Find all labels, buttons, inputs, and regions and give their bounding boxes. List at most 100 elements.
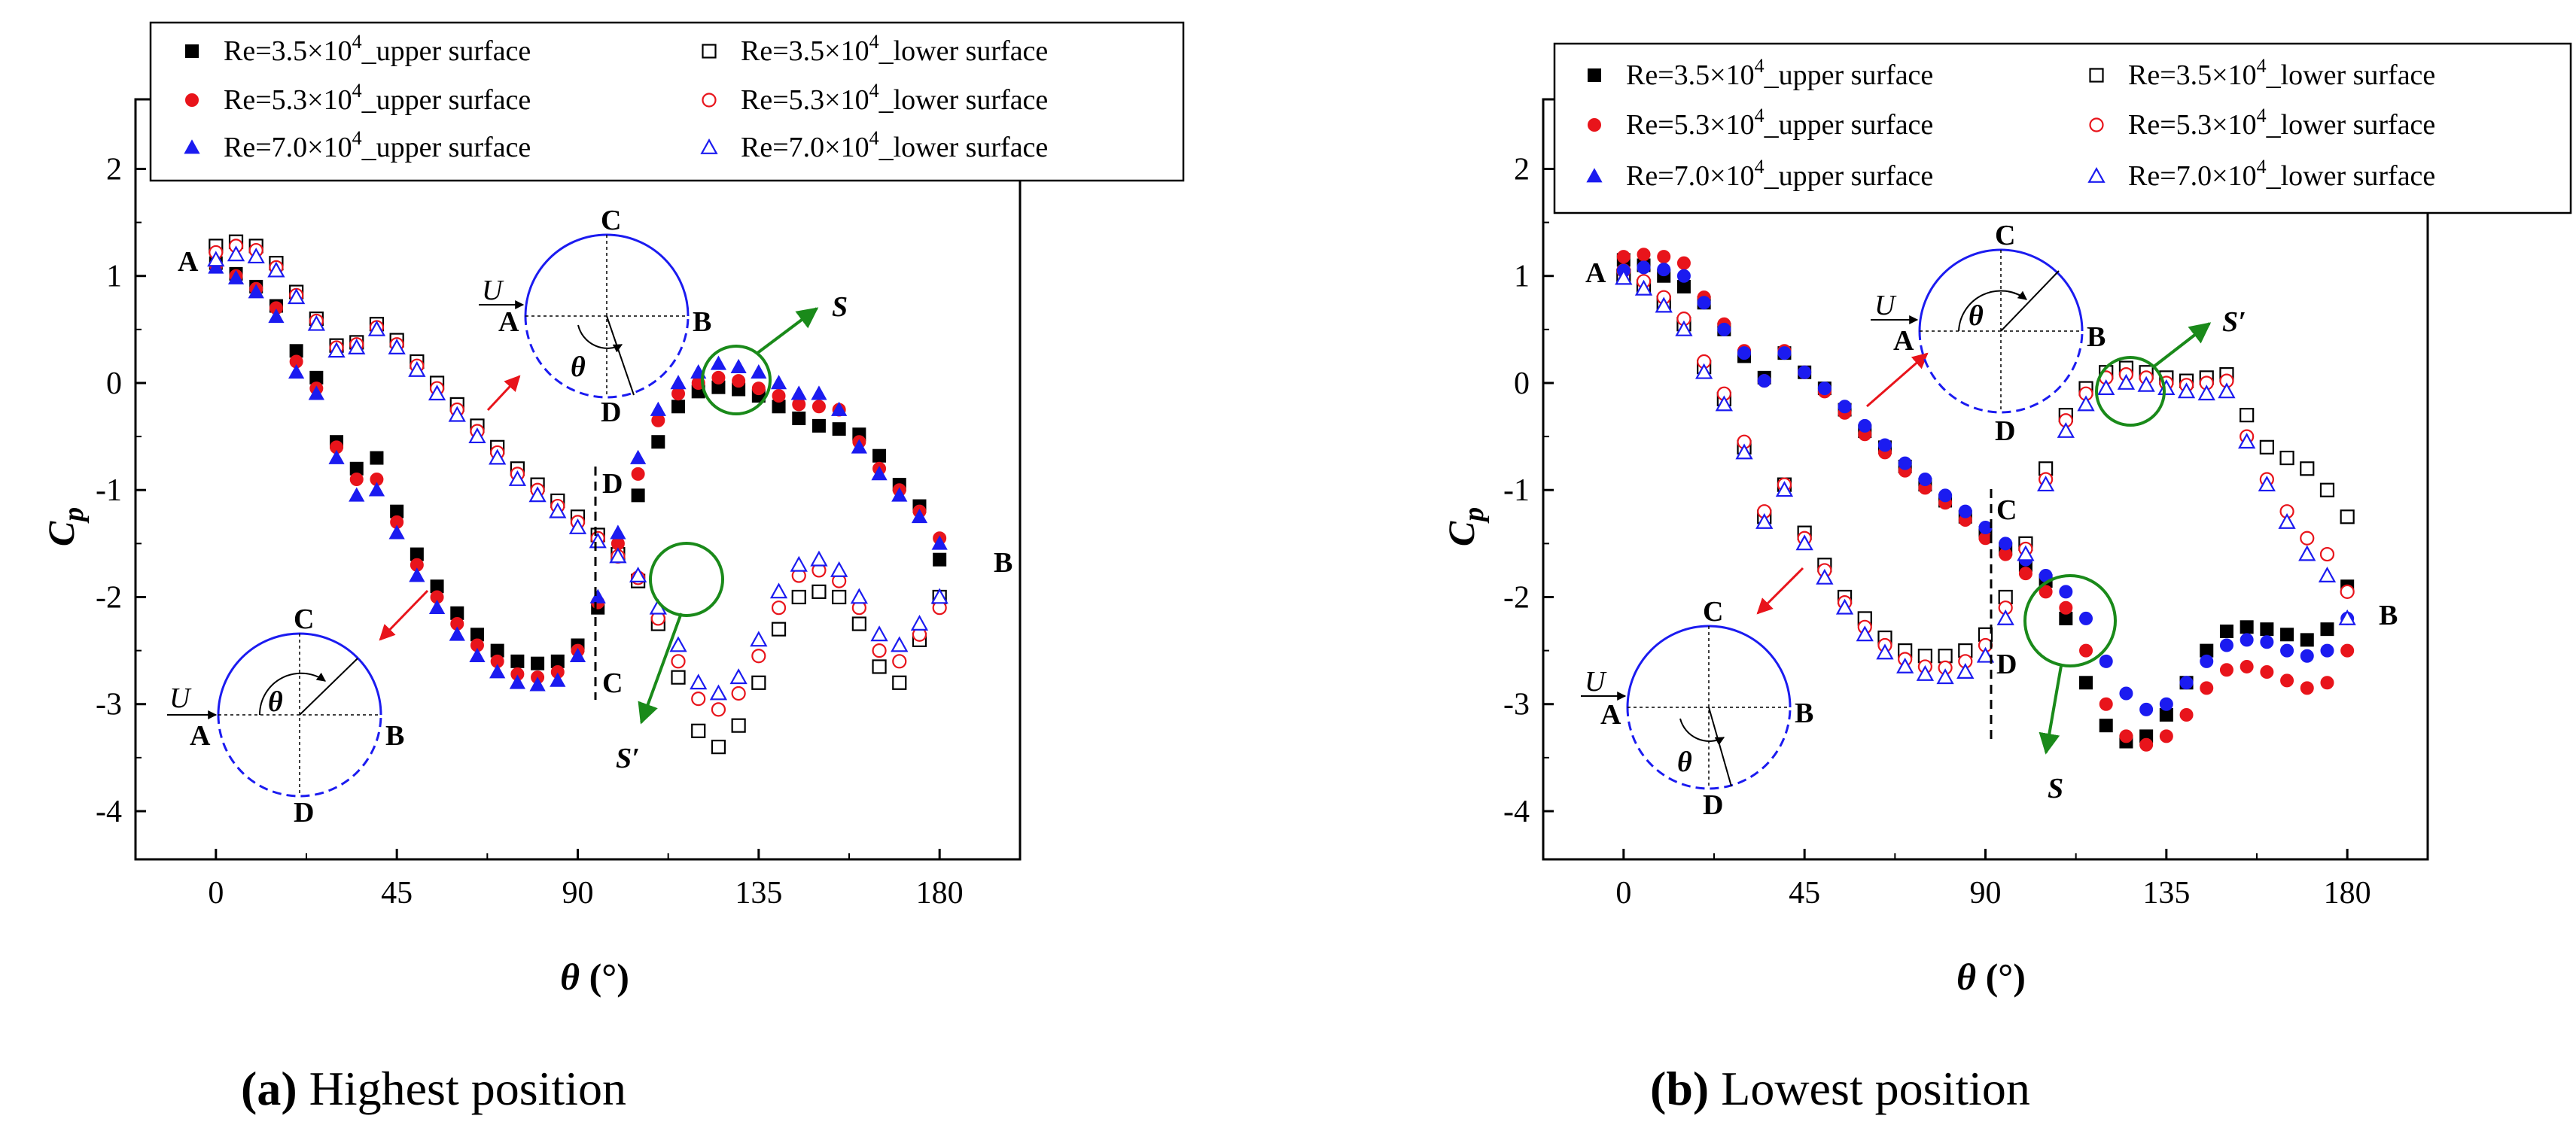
series-5 xyxy=(1616,260,2355,716)
data-point xyxy=(1757,374,1771,388)
data-point xyxy=(1938,649,1953,664)
inset-label-b: B xyxy=(2087,321,2106,353)
data-point xyxy=(308,385,324,400)
data-point xyxy=(850,588,869,604)
legend-label: Re=3.5×104_upper surface xyxy=(1626,55,1933,91)
data-point xyxy=(1838,400,1852,414)
data-point xyxy=(2099,654,2113,668)
data-point xyxy=(348,338,366,354)
data-point xyxy=(428,599,446,615)
data-point xyxy=(2079,611,2093,625)
data-point xyxy=(911,508,928,524)
data-point xyxy=(1958,504,1972,518)
pointer-arrow-upper xyxy=(486,375,521,412)
data-point xyxy=(287,288,306,305)
data-point xyxy=(1634,279,1653,296)
data-point xyxy=(1858,418,1872,433)
inset-label-c: C xyxy=(1995,220,2015,251)
inset-diagram-lower: U A B C D θ xyxy=(1581,596,1813,821)
data-point xyxy=(2319,546,2335,562)
data-point xyxy=(2280,628,2294,642)
data-point xyxy=(1615,269,1633,285)
inset-diagram-upper: U A B C D θ xyxy=(1871,220,2106,447)
data-point xyxy=(691,723,706,738)
legend-marker xyxy=(1586,168,1603,183)
series-6 xyxy=(207,245,948,701)
data-point xyxy=(931,535,948,550)
data-point xyxy=(1715,395,1733,412)
inset-label-c: C xyxy=(294,603,314,635)
y-tick-label: -1 xyxy=(1503,473,1530,508)
data-point xyxy=(831,401,848,416)
data-point xyxy=(1795,534,1813,551)
legend-marker xyxy=(702,93,717,108)
data-point xyxy=(349,473,364,486)
inset-label-a: A xyxy=(498,306,519,338)
data-point xyxy=(892,675,907,690)
data-point xyxy=(367,320,386,336)
data-point xyxy=(2219,638,2233,652)
data-point xyxy=(2099,719,2113,733)
data-point xyxy=(1835,598,1854,615)
point-label-a: A xyxy=(178,246,199,278)
data-point xyxy=(2320,643,2334,658)
data-point xyxy=(2258,476,2276,492)
data-point xyxy=(327,342,346,358)
data-point xyxy=(2159,729,2173,743)
x-tick-label: 180 xyxy=(916,876,964,911)
inset-label-b: B xyxy=(693,306,711,338)
inset-label-b: B xyxy=(385,720,404,752)
data-point xyxy=(1777,346,1792,360)
x-tick-labels: 0 45 90 135 180 xyxy=(1615,876,2370,911)
data-point xyxy=(227,245,245,262)
y-axis-title: Cp xyxy=(40,507,90,546)
data-point xyxy=(2300,649,2314,663)
data-point xyxy=(1637,260,1651,275)
data-point xyxy=(730,358,747,373)
data-point xyxy=(569,647,586,663)
data-point xyxy=(1798,365,1812,379)
data-point xyxy=(568,518,587,534)
data-point xyxy=(2119,729,2133,743)
data-point xyxy=(2300,681,2314,695)
axis-ticks xyxy=(1543,167,2349,859)
y-tick-label: 1 xyxy=(106,260,122,294)
data-point xyxy=(2280,643,2294,658)
data-point xyxy=(550,672,566,687)
data-point xyxy=(469,647,486,663)
data-point xyxy=(468,427,486,444)
y-tick-label: -1 xyxy=(96,473,122,508)
data-point xyxy=(671,670,686,685)
data-point xyxy=(2280,673,2294,688)
data-point xyxy=(2139,702,2154,716)
x-tick-label: 90 xyxy=(562,876,594,911)
data-point xyxy=(711,702,726,717)
legend-label: Re=5.3×104_lower surface xyxy=(741,80,1048,116)
data-point xyxy=(669,636,687,652)
data-point xyxy=(1616,250,1631,264)
data-point xyxy=(2057,421,2075,438)
data-point xyxy=(751,675,766,690)
data-point xyxy=(872,659,887,674)
data-point xyxy=(2340,584,2355,599)
data-point xyxy=(891,487,908,502)
y-tick-label: 1 xyxy=(1514,260,1530,294)
data-point xyxy=(2197,385,2215,401)
separation-arrow-s-prime xyxy=(638,613,683,725)
data-point xyxy=(631,488,645,503)
label-s-prime: S′ xyxy=(2222,306,2246,338)
data-point xyxy=(892,654,907,669)
label-s: S xyxy=(2048,773,2063,804)
data-point xyxy=(2240,633,2254,647)
x-axis-title: θ (°) xyxy=(560,956,629,998)
data-point xyxy=(2119,686,2133,701)
data-point xyxy=(670,375,687,390)
data-point xyxy=(792,411,806,425)
data-point xyxy=(1817,382,1832,396)
inset-label-u: U xyxy=(1585,666,1607,698)
separation-circle-s xyxy=(2023,574,2117,667)
data-point xyxy=(2240,659,2254,673)
series-5 xyxy=(208,259,948,692)
data-point xyxy=(2059,600,2073,615)
